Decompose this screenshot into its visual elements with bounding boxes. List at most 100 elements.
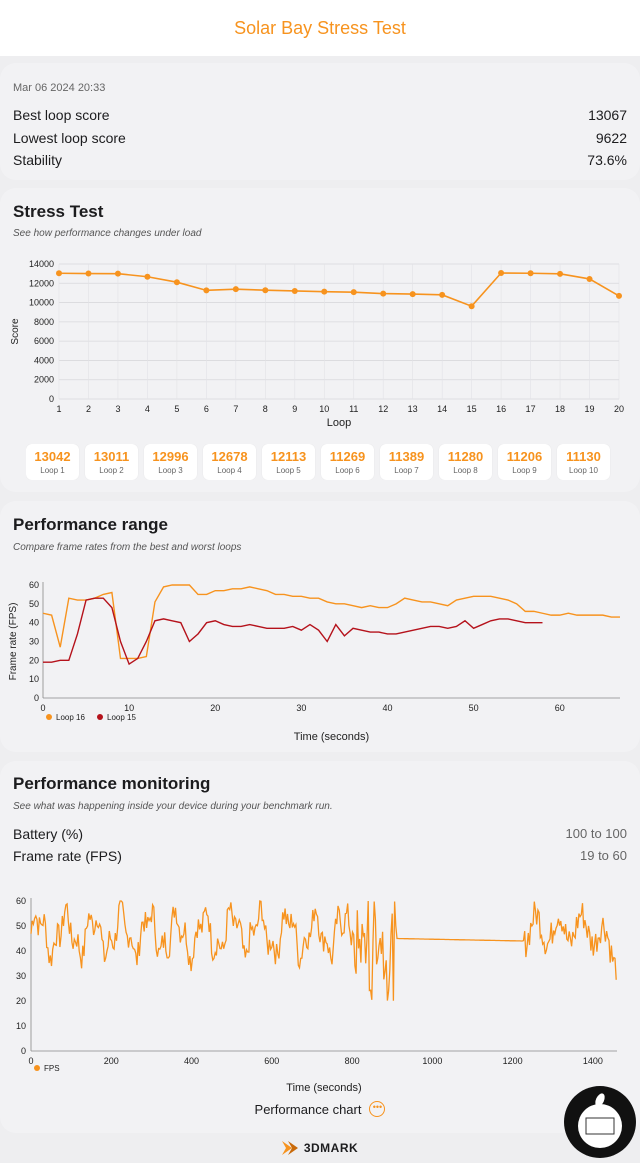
score-point xyxy=(409,291,416,298)
x-tick-label: 1200 xyxy=(503,1056,523,1066)
loop-tile[interactable]: 11206 Loop 9 xyxy=(498,444,551,480)
x-tick-label: 3 xyxy=(115,404,120,414)
score-point xyxy=(56,270,62,277)
loop-tile-score: 12996 xyxy=(152,449,189,464)
battery-value: 100 to 100 xyxy=(565,826,627,841)
apple-watermark-icon xyxy=(564,1086,636,1158)
score-point xyxy=(114,270,121,277)
frame-rate-row: Frame rate (FPS) 19 to 60 xyxy=(13,848,627,864)
loop-tile-label: Loop 7 xyxy=(394,466,419,475)
loop-tile-score: 11206 xyxy=(506,449,543,464)
score-point xyxy=(557,270,564,277)
best-loop-value: 13067 xyxy=(588,107,627,123)
x-tick-label: 11 xyxy=(349,404,358,414)
x-tick-label: 1400 xyxy=(583,1056,603,1066)
score-point xyxy=(498,269,505,276)
x-axis-label: Time (seconds) xyxy=(294,731,369,743)
frame-rate-label: Frame rate (FPS) xyxy=(13,848,122,864)
x-tick-label: 10 xyxy=(319,404,329,414)
loop-tile-label: Loop 1 xyxy=(40,466,65,475)
y-tick-label: 60 xyxy=(29,580,39,590)
loop-tile[interactable]: 12678 Loop 4 xyxy=(203,444,256,480)
score-point xyxy=(232,286,239,293)
stability-value: 73.6% xyxy=(587,152,627,168)
loop-tile[interactable]: 12996 Loop 3 xyxy=(144,444,197,480)
y-tick-label: 40 xyxy=(29,618,39,628)
lowest-loop-row: Lowest loop score 9622 xyxy=(13,130,627,146)
performance-range-title: Performance range xyxy=(13,515,168,534)
legend-loop-16: Loop 16 xyxy=(56,713,85,722)
y-tick-label: 50 xyxy=(16,921,26,931)
score-point xyxy=(262,287,269,294)
best-loop-row: Best loop score 13067 xyxy=(13,107,627,123)
x-tick-label: 10 xyxy=(124,703,134,713)
x-tick-label: 15 xyxy=(467,404,477,414)
loop-tile[interactable]: 11130 Loop 10 xyxy=(557,444,610,480)
loop-tile[interactable]: 11269 Loop 6 xyxy=(321,444,374,480)
y-tick-label: 6000 xyxy=(34,336,54,346)
x-tick-label: 20 xyxy=(614,404,624,414)
loop-16-line xyxy=(42,584,620,660)
legend-marker xyxy=(46,714,52,720)
score-point xyxy=(291,287,298,294)
loop-tile[interactable]: 12113 Loop 5 xyxy=(262,444,315,480)
legend-marker xyxy=(97,714,103,720)
battery-label: Battery (%) xyxy=(13,826,84,842)
x-tick-label: 30 xyxy=(296,703,306,713)
x-tick-label: 18 xyxy=(555,404,565,414)
y-tick-label: 2000 xyxy=(34,375,54,385)
x-tick-label: 17 xyxy=(526,404,536,414)
score-point xyxy=(350,289,357,296)
fps-line xyxy=(30,900,617,1001)
score-point xyxy=(468,303,475,310)
y-tick-label: 14000 xyxy=(29,259,54,269)
loop-score-tiles[interactable]: 13042 Loop 1 13011 Loop 2 12996 Loop 3 12678 Lo… xyxy=(26,444,614,480)
loop-tile-score: 11389 xyxy=(388,449,425,464)
stability-label: Stability xyxy=(13,152,63,168)
score-point xyxy=(380,290,387,297)
x-tick-label: 16 xyxy=(496,404,506,414)
y-tick-label: 40 xyxy=(16,946,26,956)
score-point xyxy=(144,273,151,280)
score-point xyxy=(321,288,328,295)
x-tick-label: 8 xyxy=(263,404,268,414)
x-axis-label: Loop xyxy=(327,417,351,429)
brand-name: 3DMARK xyxy=(303,1141,359,1155)
x-axis-label: Time (seconds) xyxy=(286,1082,361,1094)
stress-test-title: Stress Test xyxy=(13,202,104,221)
y-tick-label: 30 xyxy=(29,637,39,647)
loop-tile[interactable]: 11389 Loop 7 xyxy=(380,444,433,480)
x-tick-label: 600 xyxy=(264,1056,279,1066)
y-tick-label: 50 xyxy=(29,599,39,609)
run-date: Mar 06 2024 20:33 xyxy=(13,82,106,94)
loop-tile-score: 11280 xyxy=(447,449,484,464)
loop-tile[interactable]: 13042 Loop 1 xyxy=(26,444,79,480)
x-tick-label: 50 xyxy=(469,703,479,713)
legend-fps: FPS xyxy=(44,1064,60,1073)
performance-chart-link[interactable]: Performance chart ••• xyxy=(0,1101,640,1117)
performance-chart-label[interactable]: Performance chart xyxy=(254,1101,362,1117)
loop-tile[interactable]: 13011 Loop 2 xyxy=(85,444,138,480)
score-line xyxy=(58,272,620,308)
x-tick-label: 2 xyxy=(86,404,91,414)
loop-tile-score: 11269 xyxy=(329,449,366,464)
x-tick-label: 5 xyxy=(174,404,179,414)
more-options-icon[interactable]: ••• xyxy=(369,1101,386,1117)
loop-tile-label: Loop 2 xyxy=(99,466,124,475)
loop-tile[interactable]: 11280 Loop 8 xyxy=(439,444,492,480)
performance-monitoring-card: Performance monitoring See what was happ… xyxy=(0,761,640,1133)
performance-range-subtitle: Compare frame rates from the best and wo… xyxy=(13,542,242,553)
x-tick-label: 20 xyxy=(210,703,220,713)
x-tick-label: 19 xyxy=(585,404,595,414)
score-point xyxy=(586,275,593,282)
loop-tile-label: Loop 5 xyxy=(276,466,301,475)
performance-range-card: Performance range Compare frame rates fr… xyxy=(0,501,640,752)
x-tick-label: 12 xyxy=(378,404,388,414)
lowest-loop-value: 9622 xyxy=(595,130,627,146)
battery-row: Battery (%) 100 to 100 xyxy=(13,826,627,842)
loop-tile-label: Loop 8 xyxy=(453,466,478,475)
loop-tile-score: 13042 xyxy=(34,449,71,464)
score-point xyxy=(527,270,534,277)
y-tick-label: 4000 xyxy=(34,355,54,365)
